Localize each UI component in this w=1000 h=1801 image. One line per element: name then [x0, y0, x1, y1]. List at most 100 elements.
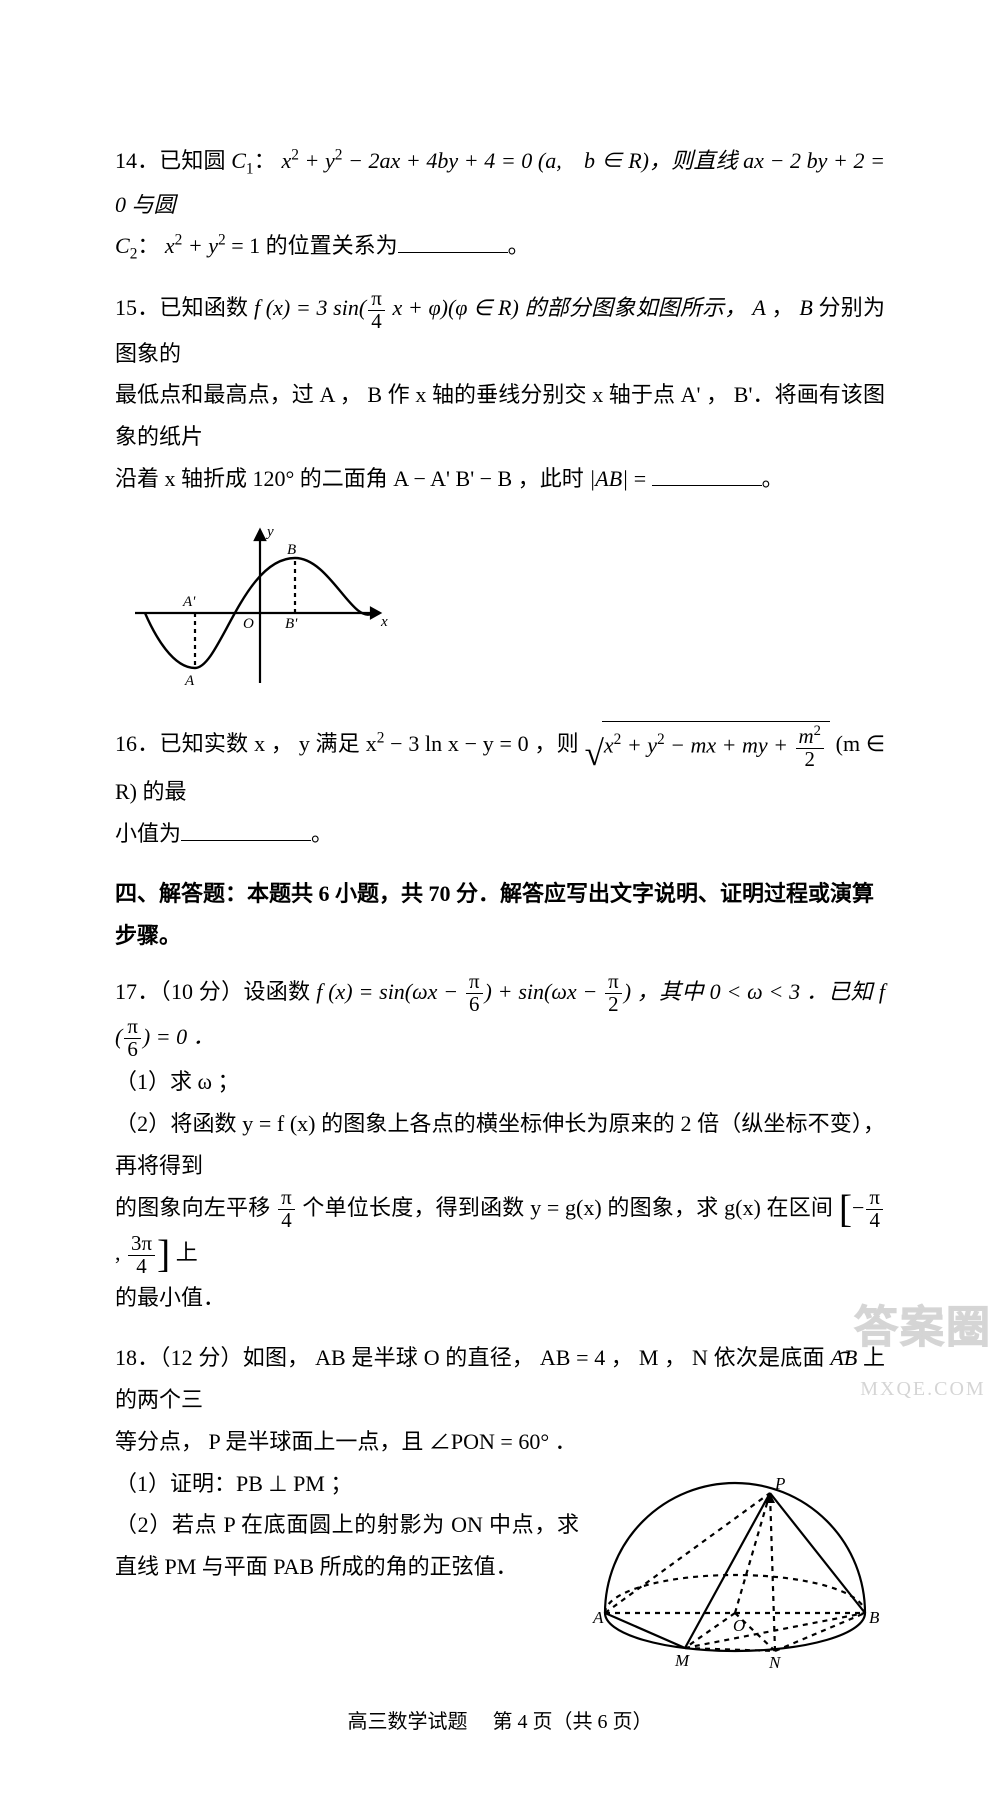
question-17: 17．（10 分）设函数 f (x) = sin(ωx − π6) + sin(… — [115, 971, 885, 1320]
sup: 2 — [814, 723, 821, 739]
denom: 6 — [466, 994, 483, 1016]
var: m — [799, 724, 814, 748]
section-4-title: 四、解答题：本题共 6 小题，共 70 分．解答应写出文字说明、证明过程或演算步… — [115, 873, 885, 957]
eq: x — [159, 233, 174, 258]
numer: π — [124, 1016, 141, 1039]
pt: P — [774, 1474, 785, 1493]
question-16: 16．已知实数 x ， y 满足 x2 − 3 ln x − y = 0 ，则 … — [115, 721, 885, 854]
sqrt-arg: x2 + y2 − mx + my + m22 — [602, 721, 830, 771]
bracket-icon: [ — [839, 1190, 852, 1230]
points: （10 分） — [160, 979, 244, 1004]
question-18: 18．（12 分）如图， AB 是半球 O 的直径， AB = 4 ， M ， … — [115, 1337, 885, 1672]
sup: 2 — [291, 147, 299, 164]
sqrt: √x2 + y2 − mx + my + m22 — [585, 721, 830, 771]
denom: 6 — [124, 1039, 141, 1061]
denom: 4 — [368, 311, 385, 333]
q14-number: 14． — [115, 148, 159, 173]
var-C1: C — [231, 148, 246, 173]
text: 的图象向左平移 — [115, 1195, 276, 1220]
fraction: π6 — [124, 1016, 141, 1061]
text: − — [852, 1195, 864, 1220]
axis-label-y: y — [265, 524, 274, 540]
fraction: π6 — [466, 971, 483, 1016]
fraction: 3π4 — [128, 1233, 155, 1278]
text: 。 — [762, 466, 784, 491]
point-label: B — [287, 542, 296, 558]
point-label: A' — [182, 594, 196, 610]
eq: + y — [299, 148, 335, 173]
eq: + y — [182, 233, 218, 258]
sup: 2 — [218, 232, 226, 249]
pt: M — [674, 1651, 690, 1670]
question-14: 14．已知圆 C1： x2 + y2 − 2ax + 4by + 4 = 0 (… — [115, 140, 885, 269]
page-footer: 高三数学试题 第 4 页（共 6 页） — [115, 1703, 885, 1741]
text: , — [115, 1240, 126, 1265]
q17-part2c: 的最小值． — [115, 1285, 225, 1310]
text: ： — [137, 233, 159, 258]
numer: π — [866, 1187, 883, 1210]
q17-part1: （1）求 ω ； — [115, 1069, 239, 1094]
pt: N — [768, 1653, 782, 1672]
numer: π — [466, 971, 483, 994]
fraction: π4 — [368, 288, 385, 333]
text: 已知函数 — [159, 295, 254, 320]
eq: + y — [621, 733, 657, 758]
numer: m2 — [796, 724, 824, 749]
var: B — [799, 295, 812, 320]
footer-page: 第 4 页（共 6 页） — [493, 1711, 653, 1733]
text: = — [628, 466, 651, 491]
eq: ) = 0 ． — [143, 1024, 215, 1049]
denom: 2 — [605, 994, 622, 1016]
text: 如图， AB 是半球 O 的直径， AB = 4 ， M ， N 依次是底面 — [243, 1345, 831, 1370]
q15-figure: y x O A' A B B' — [125, 518, 885, 702]
text: 等分点， P 是半球面上一点，且 ∠PON = 60° ． — [115, 1429, 577, 1454]
text: 小值为 — [115, 821, 181, 846]
answer-blank[interactable] — [652, 465, 762, 486]
numer: π — [278, 1187, 295, 1210]
denom: 2 — [796, 749, 824, 771]
sub: 1 — [246, 160, 254, 177]
axis-label-x: x — [380, 614, 388, 630]
text: ： — [254, 148, 276, 173]
eq: f (x) = sin(ωx − — [316, 979, 464, 1004]
text: 上 — [170, 1240, 198, 1265]
numer: π — [368, 288, 385, 311]
denom: 4 — [866, 1210, 883, 1232]
sine-graph-svg: y x O A' A B B' — [125, 518, 395, 688]
hemisphere-svg: A B O M N P — [585, 1463, 885, 1673]
eq: − mx + my + — [665, 733, 794, 758]
origin-label: O — [243, 616, 254, 632]
eq: = 1 的位置关系为 — [226, 233, 398, 258]
watermark: 答案圈 MXQE.COM — [854, 1286, 992, 1408]
pt: O — [733, 1616, 745, 1635]
eq: ) + sin(ωx − — [485, 979, 604, 1004]
points: （12 分） — [159, 1345, 242, 1370]
fraction: π2 — [605, 971, 622, 1016]
sup: 2 — [657, 732, 665, 749]
var-C2: C — [115, 233, 130, 258]
numer: 3π — [128, 1233, 155, 1256]
text: 最低点和最高点，过 A ， B 作 x 轴的垂线分别交 x 轴于点 A' ， B… — [115, 382, 885, 449]
point-label: B' — [285, 616, 298, 632]
text: 设函数 — [243, 979, 316, 1004]
bracket-icon: ] — [157, 1235, 170, 1275]
answer-blank[interactable] — [181, 820, 311, 841]
abs: |AB| — [589, 466, 628, 491]
watermark-url: MXQE.COM — [854, 1370, 992, 1408]
text: 。 — [508, 233, 530, 258]
question-15: 15．已知函数 f (x) = 3 sin(π4 x + φ)(φ ∈ R) 的… — [115, 287, 885, 500]
eq: x — [276, 148, 291, 173]
q18-part2: （2）若点 P 在底面圆上的射影为 ON 中点，求直线 PM 与平面 PAB 所… — [115, 1512, 579, 1579]
eq: f (x) = 3 sin( — [254, 295, 366, 320]
q16-number: 16． — [115, 731, 159, 756]
fraction: π4 — [278, 1187, 295, 1232]
eq: x + φ)(φ ∈ R) 的部分图象如图所示， — [387, 295, 753, 320]
q18-number: 18． — [115, 1345, 159, 1370]
point-label: A — [184, 673, 195, 688]
answer-blank[interactable] — [398, 233, 508, 254]
pt: A — [592, 1608, 604, 1627]
text: 。 — [311, 821, 333, 846]
text: − 3 ln x − y = 0 ，则 — [384, 731, 584, 756]
eq: x — [604, 733, 614, 758]
fraction: m22 — [796, 724, 824, 771]
